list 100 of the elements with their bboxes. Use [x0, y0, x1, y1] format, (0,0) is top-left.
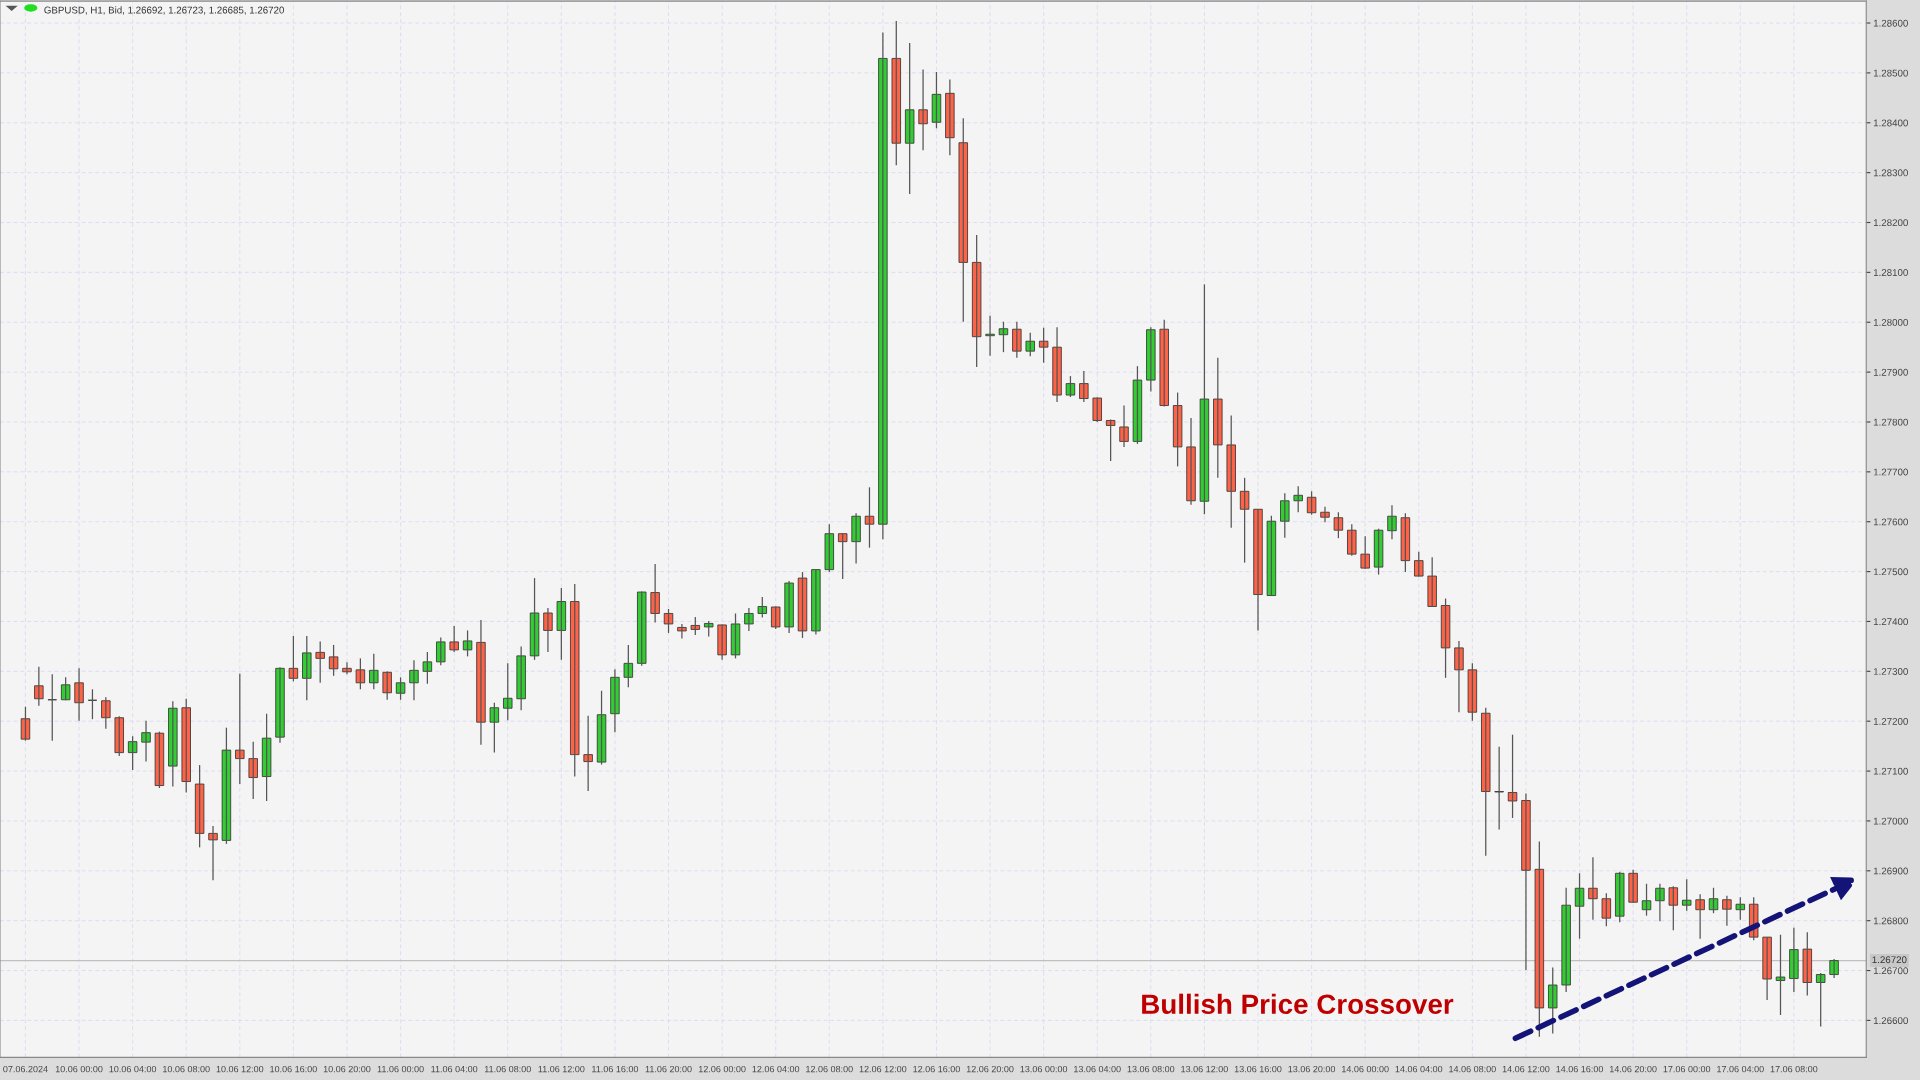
candlestick: [1682, 878, 1692, 912]
y-tick-label: 1.27400: [1873, 618, 1908, 626]
candlestick: [235, 673, 245, 785]
candlestick: [837, 532, 848, 580]
candlestick: [1668, 885, 1679, 931]
candlestick: [1347, 523, 1357, 557]
candlestick: [637, 590, 647, 667]
x-tick-label: 12.06 08:00: [806, 1065, 853, 1073]
x-tick-label: 10.06 20:00: [323, 1065, 371, 1073]
candlestick: [1172, 391, 1183, 467]
candlestick: [1548, 966, 1558, 1035]
candlestick: [1440, 597, 1451, 679]
candlestick: [248, 741, 258, 800]
x-tick-label: 14.06 04:00: [1395, 1065, 1443, 1073]
candlestick: [1333, 511, 1344, 539]
candlestick: [462, 629, 473, 657]
candlestick: [1105, 418, 1116, 462]
candlestick: [422, 651, 433, 685]
candlestick: [958, 117, 968, 323]
candlestick: [770, 605, 781, 630]
x-tick-label: 13.06 16:00: [1234, 1065, 1282, 1073]
y-tick-label: 1.27500: [1873, 568, 1908, 576]
x-tick-label: 10.06 08:00: [163, 1065, 210, 1073]
candlestick: [1239, 477, 1250, 564]
x-tick-label: 10.06 00:00: [55, 1065, 103, 1073]
x-tick-label: 17.06 04:00: [1717, 1065, 1764, 1073]
y-tick-label: 1.26600: [1873, 1017, 1908, 1025]
candlestick: [1601, 892, 1612, 927]
candlestick: [302, 635, 312, 701]
candlestick: [1534, 840, 1545, 1038]
candlestick: [1146, 326, 1156, 393]
y-tick-label: 1.27000: [1873, 817, 1908, 825]
y-tick-label: 1.27800: [1873, 418, 1908, 426]
candlestick: [1306, 490, 1317, 516]
candlestick: [288, 635, 299, 682]
candlestick: [395, 676, 406, 701]
candlestick: [1735, 896, 1746, 921]
y-tick-label: 1.27200: [1873, 717, 1908, 725]
y-tick-label: 1.27600: [1873, 518, 1908, 526]
x-tick-label: 10.06 12:00: [216, 1065, 264, 1073]
candlestick: [1722, 895, 1732, 927]
x-tick-label: 11.06 16:00: [592, 1065, 639, 1073]
candlestick: [1360, 535, 1370, 570]
candlestick: [1065, 375, 1076, 398]
x-tick-label: 13.06 12:00: [1181, 1065, 1228, 1073]
candlestick: [60, 676, 71, 701]
candlestick: [570, 583, 580, 778]
x-tick-label: 10.06 16:00: [270, 1065, 317, 1073]
x-tick-label: 11.06 04:00: [431, 1065, 478, 1073]
candlestick: [101, 696, 111, 730]
candlestick: [369, 653, 379, 690]
candlestick: [315, 640, 325, 684]
candlestick: [181, 698, 191, 794]
x-tick-label: 11.06 00:00: [377, 1065, 424, 1073]
candlestick: [677, 623, 687, 640]
x-tick-label: 12.06 16:00: [913, 1065, 960, 1073]
candlestick: [449, 625, 459, 653]
x-tick-label: 14.06 08:00: [1449, 1065, 1496, 1073]
y-tick-label: 1.27100: [1873, 767, 1908, 775]
x-tick-label: 13.06 20:00: [1288, 1065, 1336, 1073]
candlestick: [1213, 357, 1223, 479]
candlestick: [436, 636, 446, 666]
y-tick-label: 1.26700: [1873, 967, 1908, 975]
y-tick-label: 1.28400: [1873, 119, 1908, 127]
x-tick-label: 13.06 04:00: [1074, 1065, 1121, 1073]
candlestick: [1226, 414, 1236, 529]
y-tick-label: 1.27700: [1873, 468, 1908, 476]
candlestick: [221, 727, 232, 845]
candlestick: [194, 764, 205, 848]
candlestick: [382, 670, 392, 701]
candlestick: [141, 720, 151, 763]
candlestick: [1802, 931, 1812, 997]
candlestick: [127, 735, 138, 771]
candlestick: [489, 702, 500, 754]
y-tick-label: 1.28000: [1873, 318, 1908, 326]
y-tick-label: 1.27900: [1873, 368, 1908, 376]
candlestick: [1615, 871, 1625, 923]
candlestick: [1815, 972, 1826, 1028]
x-tick-label: 11.06 20:00: [645, 1065, 692, 1073]
candlestick: [1467, 662, 1478, 722]
x-tick-label: 12.06 00:00: [698, 1065, 746, 1073]
candlestick: [1280, 492, 1290, 539]
candlestick: [1414, 551, 1424, 578]
x-tick-label: 12.06 04:00: [752, 1065, 800, 1073]
x-tick-label: 12.06 12:00: [859, 1065, 907, 1073]
candlestick: [1025, 332, 1035, 357]
candlestick: [891, 20, 901, 166]
candlestick: [114, 715, 124, 757]
candlestick: [663, 608, 674, 634]
candlestick: [1481, 707, 1491, 857]
candlestick: [355, 657, 366, 690]
x-tick-label: 17.06 08:00: [1770, 1065, 1818, 1073]
ref-line-label: 1.26720: [1872, 956, 1907, 964]
x-tick-label: 14.06 20:00: [1609, 1065, 1657, 1073]
candlestick: [328, 644, 339, 677]
x-tick-label: 14.06 16:00: [1556, 1065, 1604, 1073]
candlestick: [1266, 515, 1277, 597]
candlestick: [1038, 327, 1049, 364]
chart-title: GBPUSD, H1, Bid, 1.26692, 1.26723, 1.26685, 1.26720: [44, 6, 284, 15]
y-tick-label: 1.27300: [1873, 668, 1908, 675]
